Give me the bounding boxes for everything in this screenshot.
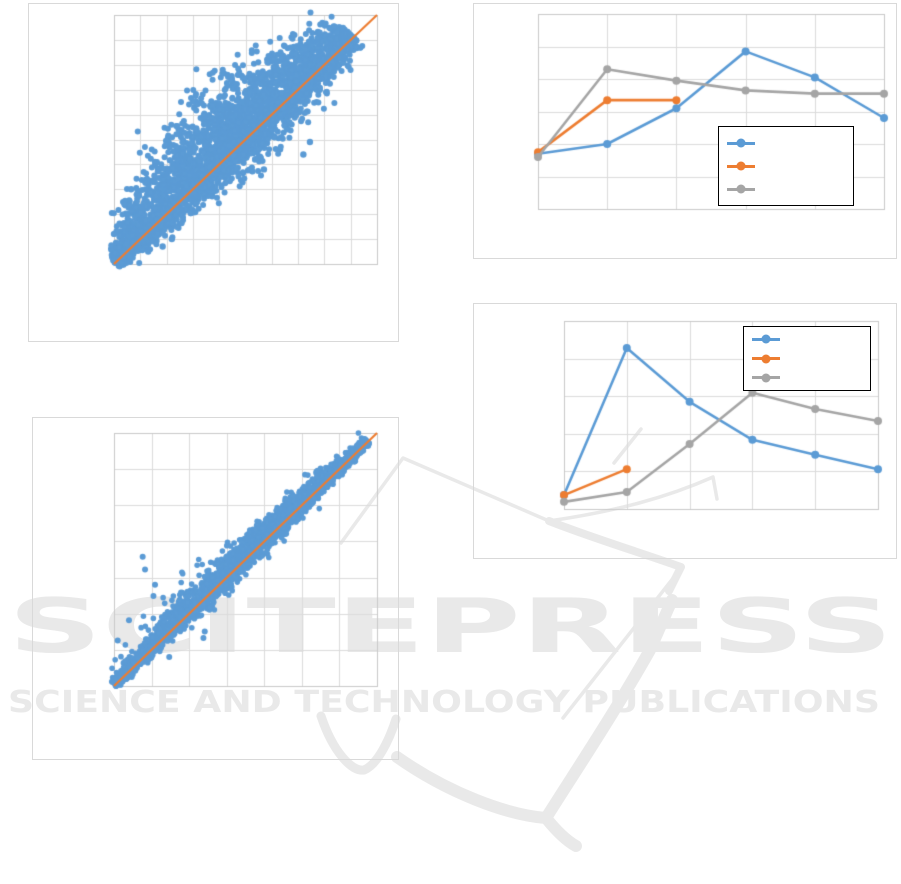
line-chart-top-right [473,3,897,259]
legend-entry-series-3 [744,371,870,385]
legend-line-sample-icon [727,161,755,171]
legend-line-sample-icon [727,184,755,194]
scatter-chart-bottom-left [32,417,399,760]
scatter-plot-canvas [29,4,398,341]
legend-line-sample-icon [727,138,755,148]
legend-line-sample-icon [752,354,780,363]
chart-legend [743,326,871,391]
legend-line-sample-icon [752,373,780,383]
legend-entry-series-3 [719,182,853,196]
legend-line-sample-icon [752,334,780,344]
line-chart-middle-right [473,303,897,559]
legend-entry-series-2 [744,352,870,366]
legend-entry-series-1 [719,136,853,150]
legend-entry-series-2 [719,159,853,173]
legend-entry-series-1 [744,332,870,346]
scatter-plot-canvas [33,418,398,759]
scatter-chart-top-left [28,3,399,342]
chart-legend [718,126,854,206]
